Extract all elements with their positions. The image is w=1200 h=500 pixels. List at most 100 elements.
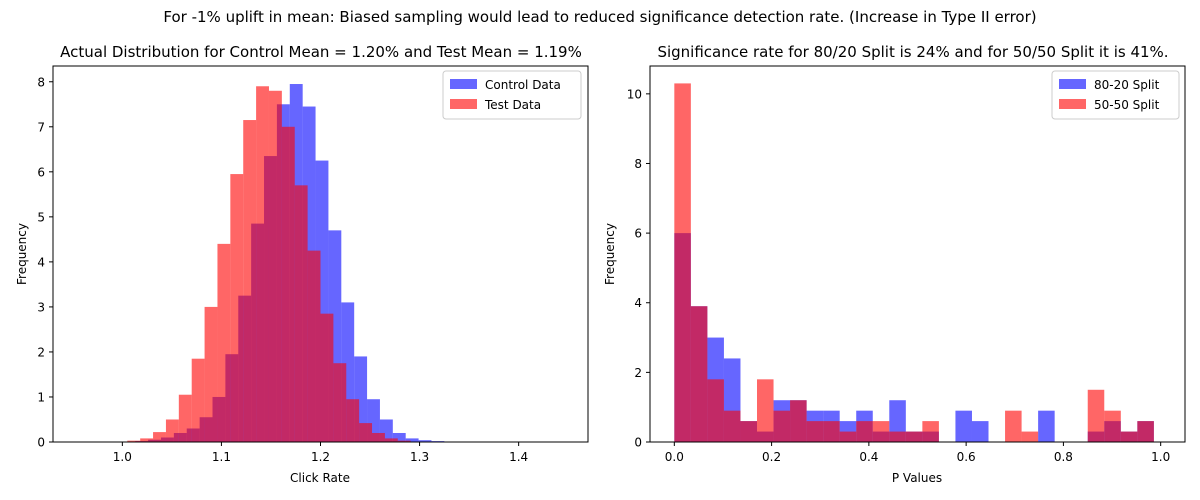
series-1-bar-5: [757, 379, 774, 442]
legend-box: [442, 70, 582, 120]
y-tick-label: 7: [37, 120, 45, 134]
legend-swatch: [1059, 99, 1086, 109]
y-tick-label: 5: [37, 210, 45, 224]
x-tick-label: 1.3: [410, 450, 429, 464]
series-1-bar-2: [707, 379, 724, 442]
right-legend: 80-20 Split 50-50 Split: [1051, 70, 1180, 120]
series-1-bar-7: [790, 400, 807, 442]
right-chart-title: Significance rate for 80/20 Split is 24%…: [657, 43, 1168, 61]
x-tick-label: 1.2: [311, 450, 330, 464]
legend-swatch: [450, 99, 477, 109]
x-tick-label: 1.4: [509, 450, 528, 464]
series-1-bar-11: [268, 90, 282, 443]
legend-label: Test Data: [484, 98, 541, 112]
x-tick-label: 1.0: [1151, 450, 1170, 464]
y-tick-label: 0: [634, 436, 642, 450]
series-1-bar-12: [872, 421, 890, 442]
legend-swatch: [1059, 79, 1086, 89]
series-0-bar-22: [405, 438, 419, 442]
y-tick-label: 8: [37, 75, 45, 89]
y-tick-label: 6: [37, 165, 45, 179]
y-tick-label: 4: [37, 255, 45, 269]
series-1-bar-9: [823, 421, 840, 442]
right-y-axis-label: Frequency: [603, 223, 617, 285]
x-tick-label: 0.2: [762, 450, 781, 464]
left-plot-frame: [52, 65, 589, 443]
series-1-bar-21: [1021, 431, 1039, 442]
legend-label: Control Data: [485, 78, 561, 92]
right-chart-bars: [674, 83, 1154, 442]
series-1-bar-12: [281, 126, 295, 442]
legend-swatch: [450, 79, 477, 89]
series-1-bar-15: [320, 313, 334, 442]
series-1-bar-26: [1104, 410, 1121, 442]
x-tick-label: 0.6: [957, 450, 976, 464]
series-1-bar-20: [1005, 410, 1022, 442]
series-1-bar-6: [204, 306, 218, 442]
series-0-bar-22: [1038, 410, 1055, 442]
series-1-bar-0: [127, 440, 141, 442]
series-1-bar-14: [905, 431, 923, 442]
left-y-axis-label: Frequency: [15, 223, 29, 285]
left-x-axis-label: Click Rate: [290, 471, 350, 485]
right-y-axis-ticks: 0 2 4 6 8 10: [627, 87, 650, 450]
left-chart-bars: [122, 84, 509, 443]
y-tick-label: 3: [37, 300, 45, 314]
x-tick-label: 1.0: [113, 450, 132, 464]
series-0-bar-17: [955, 410, 972, 442]
series-1-bar-14: [307, 250, 321, 442]
series-1-bar-13: [294, 185, 308, 442]
right-histogram-panel: Significance rate for 80/20 Split is 24%…: [603, 43, 1186, 485]
series-1-bar-25: [1087, 389, 1105, 442]
series-1-bar-0: [674, 83, 691, 442]
x-tick-label: 1.1: [212, 450, 231, 464]
series-1-bar-1: [140, 438, 154, 442]
series-1-bar-28: [1137, 421, 1154, 442]
series-1-bar-16: [333, 363, 347, 442]
x-tick-label: 0.8: [1054, 450, 1073, 464]
series-0-bar-13: [889, 400, 906, 442]
series-1-bar-9: [243, 120, 257, 442]
y-tick-label: 6: [634, 227, 642, 241]
left-x-axis-ticks: 1.0 1.1 1.2 1.3 1.4: [113, 442, 528, 464]
series-1-bar-18: [359, 423, 373, 442]
right-plot-frame: [649, 65, 1186, 443]
series-1-bar-21: [397, 440, 411, 442]
y-tick-label: 8: [634, 157, 642, 171]
y-tick-label: 10: [627, 87, 642, 101]
series-1-bar-4: [740, 421, 757, 442]
series-1-bar-5: [191, 358, 205, 442]
y-tick-label: 1: [37, 390, 45, 404]
series-0-bar-21: [392, 432, 406, 442]
series-1-bar-6: [773, 410, 791, 442]
legend-label: 80-20 Split: [1094, 78, 1160, 92]
y-tick-label: 2: [634, 366, 642, 380]
left-legend: Control Data Test Data: [442, 70, 582, 120]
series-1-bar-20: [384, 438, 398, 442]
series-1-bar-4: [178, 394, 192, 442]
series-1-bar-17: [346, 399, 360, 442]
series-0-bar-18: [971, 421, 989, 442]
series-1-bar-1: [690, 306, 708, 442]
y-tick-label: 0: [37, 436, 45, 450]
series-1-bar-3: [723, 410, 741, 442]
series-1-bar-27: [1120, 431, 1138, 442]
series-1-bar-2: [153, 432, 166, 442]
series-0-bar-23: [418, 440, 432, 442]
series-1-bar-10: [839, 431, 857, 442]
y-tick-label: 4: [634, 296, 642, 310]
series-1-bar-19: [372, 432, 385, 442]
series-1-bar-7: [217, 243, 231, 442]
left-y-axis-ticks: 0 1 2 3 4 5 6 7 8: [37, 75, 53, 450]
right-x-axis-ticks: 0.0 0.2 0.4 0.6 0.8 1.0: [665, 442, 1170, 464]
figure-suptitle: For -1% uplift in mean: Biased sampling …: [163, 8, 1036, 26]
series-1-bar-10: [256, 86, 269, 442]
series-1-bar-8: [230, 174, 244, 442]
y-tick-label: 2: [37, 345, 45, 359]
left-chart-title: Actual Distribution for Control Mean = 1…: [60, 43, 582, 61]
series-1-bar-11: [856, 421, 873, 442]
left-histogram-panel: Actual Distribution for Control Mean = 1…: [15, 43, 589, 485]
right-x-axis-label: P Values: [892, 471, 942, 485]
x-tick-label: 0.0: [665, 450, 684, 464]
